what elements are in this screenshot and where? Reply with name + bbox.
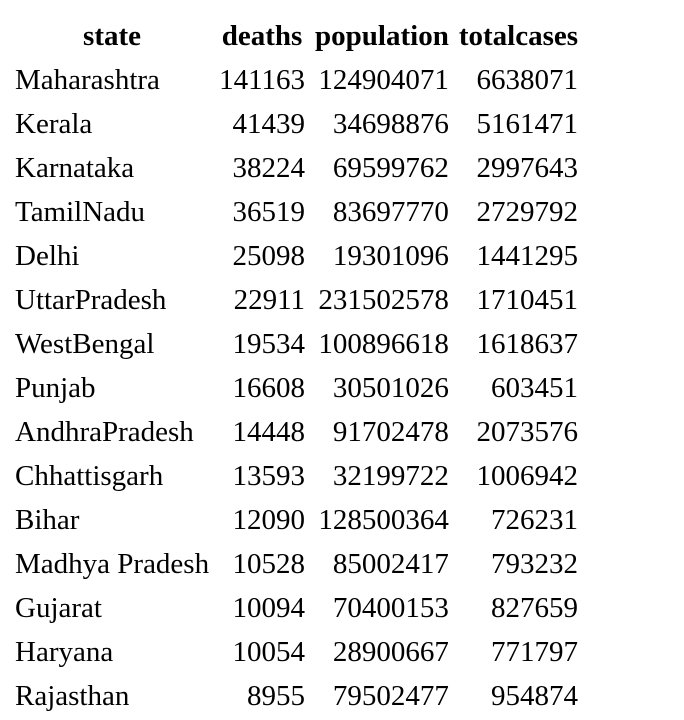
data-table-container: state deaths population totalcases Mahar… (10, 14, 583, 718)
cell-population: 100896618 (318, 328, 449, 360)
cell-state: TamilNadu (15, 196, 146, 228)
cell-state: Karnataka (15, 152, 135, 184)
cell-deaths: 13593 (232, 460, 306, 492)
cell-deaths: 25098 (232, 240, 306, 272)
cell-totalcases: 1618637 (476, 328, 579, 360)
cell-deaths: 10094 (232, 592, 306, 624)
header-deaths: deaths (221, 20, 303, 52)
cell-state: AndhraPradesh (15, 416, 194, 448)
cell-totalcases: 6638071 (476, 64, 579, 96)
cell-deaths: 10528 (232, 548, 306, 580)
cell-totalcases: 726231 (491, 504, 579, 536)
cell-state: Maharashtra (15, 64, 160, 96)
cell-deaths: 38224 (232, 152, 306, 184)
cell-totalcases: 793232 (491, 548, 579, 580)
table-row: Punjab 16608 30501026 603451 (10, 366, 583, 410)
cell-state: Punjab (15, 372, 96, 404)
cell-totalcases: 603451 (491, 372, 579, 404)
cell-totalcases: 827659 (491, 592, 579, 624)
cell-population: 83697770 (332, 196, 449, 228)
cell-deaths: 141163 (219, 64, 306, 96)
cell-totalcases: 1441295 (476, 240, 579, 272)
cell-deaths: 14448 (232, 416, 306, 448)
cell-state: WestBengal (15, 328, 155, 360)
cell-population: 124904071 (318, 64, 449, 96)
table-row: TamilNadu 36519 83697770 2729792 (10, 190, 583, 234)
cell-population: 231502578 (318, 284, 449, 316)
cell-population: 32199722 (332, 460, 449, 492)
cell-deaths: 8955 (247, 680, 306, 712)
header-population: population (315, 20, 449, 52)
cell-totalcases: 1710451 (476, 284, 579, 316)
cell-state: Rajasthan (15, 680, 130, 712)
state-covid-table: state deaths population totalcases Mahar… (10, 14, 583, 718)
cell-population: 28900667 (332, 636, 449, 668)
cell-totalcases: 1006942 (476, 460, 579, 492)
table-row: Gujarat 10094 70400153 827659 (10, 586, 583, 630)
cell-state: Gujarat (15, 592, 102, 624)
table-header: state deaths population totalcases (10, 14, 583, 58)
table-row: UttarPradesh 22911 231502578 1710451 (10, 278, 583, 322)
cell-population: 30501026 (332, 372, 449, 404)
cell-deaths: 10054 (232, 636, 306, 668)
cell-state: Chhattisgarh (15, 460, 164, 492)
cell-population: 79502477 (332, 680, 449, 712)
cell-population: 128500364 (318, 504, 449, 536)
table-body: Maharashtra 141163 124904071 6638071 Kerala 4… (10, 58, 583, 718)
cell-totalcases: 2729792 (476, 196, 579, 228)
header-state: state (83, 20, 142, 52)
cell-state: Bihar (15, 504, 80, 536)
cell-population: 70400153 (332, 592, 449, 624)
cell-state: UttarPradesh (15, 284, 167, 316)
table-row: Madhya Pradesh 10528 85002417 793232 (10, 542, 583, 586)
cell-population: 85002417 (332, 548, 449, 580)
table-row: Maharashtra 141163 124904071 6638071 (10, 58, 583, 102)
table-row: Rajasthan 8955 79502477 954874 (10, 674, 583, 718)
cell-totalcases: 5161471 (476, 108, 579, 140)
cell-totalcases: 954874 (491, 680, 579, 712)
cell-deaths: 16608 (232, 372, 306, 404)
cell-population: 34698876 (332, 108, 449, 140)
table-row: Kerala 41439 34698876 5161471 (10, 102, 583, 146)
cell-deaths: 22911 (233, 284, 306, 316)
cell-state: Madhya Pradesh (15, 548, 210, 580)
cell-totalcases: 2073576 (476, 416, 579, 448)
cell-deaths: 41439 (232, 108, 306, 140)
table-row: Karnataka 38224 69599762 2997643 (10, 146, 583, 190)
cell-deaths: 36519 (232, 196, 306, 228)
cell-deaths: 19534 (232, 328, 306, 360)
table-row: Haryana 10054 28900667 771797 (10, 630, 583, 674)
cell-state: Delhi (15, 240, 80, 272)
table-row: Bihar 12090 128500364 726231 (10, 498, 583, 542)
table-row: WestBengal 19534 100896618 1618637 (10, 322, 583, 366)
table-row: Chhattisgarh 13593 32199722 1006942 (10, 454, 583, 498)
cell-deaths: 12090 (232, 504, 306, 536)
cell-population: 19301096 (332, 240, 449, 272)
header-totalcases: totalcases (458, 20, 579, 52)
cell-population: 69599762 (332, 152, 449, 184)
cell-state: Haryana (15, 636, 114, 668)
table-row: Delhi 25098 19301096 1441295 (10, 234, 583, 278)
cell-totalcases: 771797 (491, 636, 579, 668)
cell-population: 91702478 (332, 416, 449, 448)
table-row: AndhraPradesh 14448 91702478 2073576 (10, 410, 583, 454)
header-row: state deaths population totalcases (10, 14, 583, 58)
cell-totalcases: 2997643 (476, 152, 579, 184)
cell-state: Kerala (15, 108, 93, 140)
